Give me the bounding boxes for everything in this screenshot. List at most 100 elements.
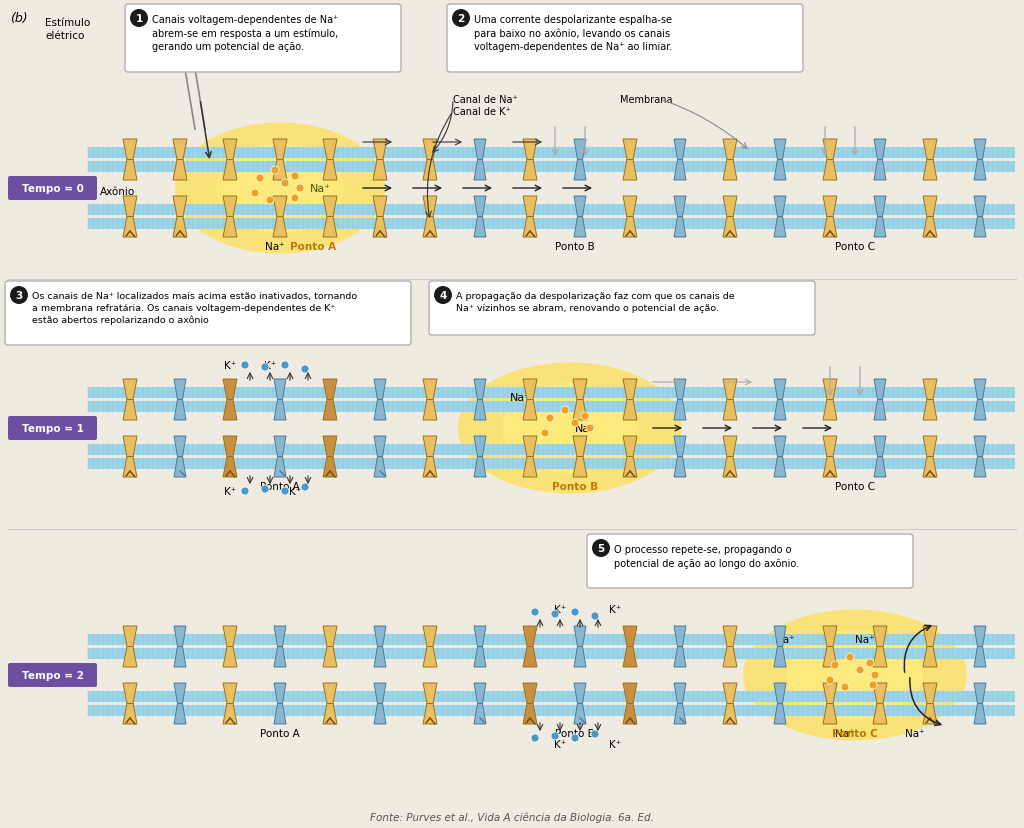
Text: Canal de Na⁺: Canal de Na⁺ [453, 95, 518, 105]
Text: Uma corrente despolarizante espalha-se
para baixo no axônio, levando os canais
v: Uma corrente despolarizante espalha-se p… [474, 15, 673, 52]
Polygon shape [873, 647, 887, 667]
Polygon shape [723, 400, 737, 421]
Polygon shape [774, 704, 786, 724]
Polygon shape [123, 379, 137, 400]
Polygon shape [423, 379, 437, 400]
Circle shape [869, 681, 877, 689]
Polygon shape [674, 217, 686, 238]
Polygon shape [374, 626, 386, 647]
Text: Na⁺: Na⁺ [836, 728, 855, 738]
Circle shape [261, 485, 269, 493]
Polygon shape [423, 704, 437, 724]
Polygon shape [674, 161, 686, 181]
Polygon shape [923, 436, 937, 457]
Polygon shape [123, 683, 137, 704]
Polygon shape [474, 161, 486, 181]
Text: Tempo = 0: Tempo = 0 [22, 184, 83, 194]
Text: 2: 2 [458, 14, 465, 24]
Polygon shape [923, 379, 937, 400]
Polygon shape [974, 217, 986, 238]
Polygon shape [573, 457, 587, 478]
Polygon shape [223, 140, 237, 161]
Polygon shape [674, 457, 686, 478]
Polygon shape [523, 379, 537, 400]
Polygon shape [573, 400, 587, 421]
Polygon shape [923, 647, 937, 667]
Polygon shape [123, 400, 137, 421]
Circle shape [831, 662, 839, 669]
Bar [88, 148, 1015, 159]
Text: Na⁺: Na⁺ [265, 242, 285, 252]
Polygon shape [323, 379, 337, 400]
Polygon shape [823, 379, 837, 400]
Polygon shape [823, 683, 837, 704]
Text: Tempo = 2: Tempo = 2 [22, 670, 83, 680]
Polygon shape [423, 683, 437, 704]
Bar [88, 634, 1015, 645]
Polygon shape [223, 704, 237, 724]
Polygon shape [774, 217, 786, 238]
Polygon shape [874, 217, 886, 238]
FancyBboxPatch shape [8, 177, 97, 200]
Ellipse shape [175, 123, 385, 254]
Polygon shape [874, 400, 886, 421]
Polygon shape [823, 197, 837, 217]
Polygon shape [373, 197, 387, 217]
Polygon shape [523, 647, 537, 667]
Polygon shape [774, 457, 786, 478]
Polygon shape [174, 436, 186, 457]
Circle shape [434, 286, 452, 305]
Polygon shape [674, 400, 686, 421]
Polygon shape [323, 647, 337, 667]
Polygon shape [323, 626, 337, 647]
Polygon shape [423, 140, 437, 161]
Polygon shape [273, 197, 287, 217]
Circle shape [551, 732, 559, 740]
Polygon shape [223, 161, 237, 181]
Polygon shape [923, 217, 937, 238]
Circle shape [856, 667, 864, 674]
Polygon shape [273, 140, 287, 161]
Circle shape [591, 612, 599, 620]
Polygon shape [574, 217, 586, 238]
Polygon shape [723, 704, 737, 724]
Polygon shape [874, 161, 886, 181]
Polygon shape [623, 647, 637, 667]
Text: Na⁺: Na⁺ [509, 392, 530, 402]
Ellipse shape [787, 630, 923, 720]
Ellipse shape [743, 609, 967, 741]
Polygon shape [423, 436, 437, 457]
Polygon shape [873, 626, 887, 647]
Polygon shape [823, 140, 837, 161]
Polygon shape [974, 457, 986, 478]
Text: Estímulo
elétrico: Estímulo elétrico [45, 18, 90, 41]
Polygon shape [574, 704, 586, 724]
Text: Ponto A: Ponto A [260, 728, 300, 738]
Circle shape [256, 175, 264, 183]
Polygon shape [573, 379, 587, 400]
Polygon shape [674, 683, 686, 704]
Polygon shape [323, 457, 337, 478]
Text: Ponto B: Ponto B [555, 728, 595, 738]
Polygon shape [923, 161, 937, 181]
Polygon shape [274, 457, 286, 478]
Polygon shape [974, 626, 986, 647]
Text: K⁺: K⁺ [264, 360, 276, 371]
Polygon shape [574, 161, 586, 181]
Polygon shape [174, 704, 186, 724]
Polygon shape [423, 626, 437, 647]
Ellipse shape [458, 363, 682, 494]
Text: Ponto A: Ponto A [260, 481, 300, 491]
Circle shape [241, 488, 249, 495]
Polygon shape [474, 197, 486, 217]
Circle shape [531, 609, 539, 616]
Circle shape [296, 185, 304, 193]
Polygon shape [623, 683, 637, 704]
Circle shape [10, 286, 28, 305]
Polygon shape [223, 457, 237, 478]
Text: O processo repete-se, propagando o
potencial de ação ao longo do axônio.: O processo repete-se, propagando o poten… [614, 544, 799, 568]
Polygon shape [523, 704, 537, 724]
Polygon shape [323, 197, 337, 217]
Circle shape [841, 683, 849, 691]
Polygon shape [174, 379, 186, 400]
